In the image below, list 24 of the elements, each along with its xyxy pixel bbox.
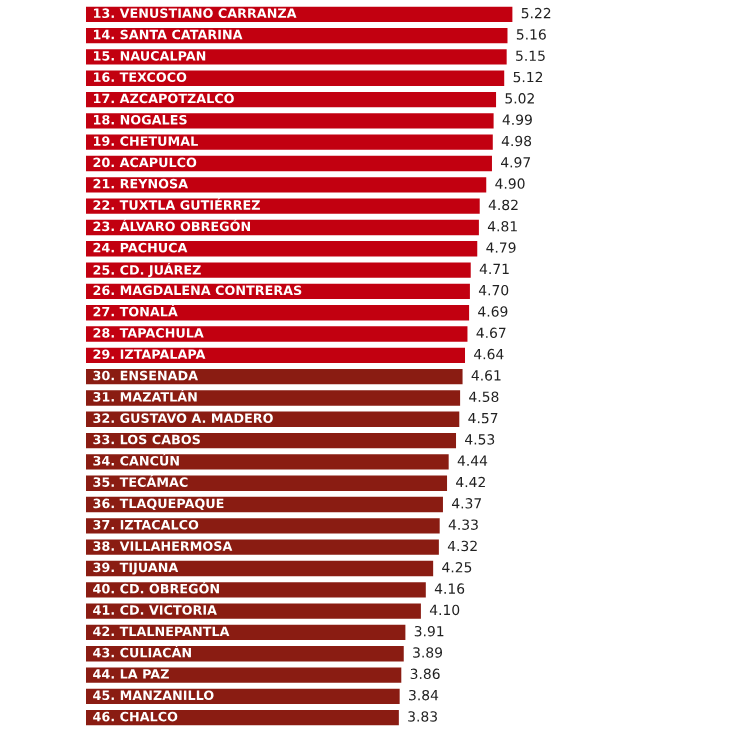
bar <box>86 539 439 555</box>
bar <box>86 70 505 86</box>
bar <box>86 347 466 364</box>
bar <box>86 368 463 385</box>
bar <box>86 518 440 534</box>
bar <box>86 134 493 150</box>
bar <box>86 454 449 470</box>
bar <box>86 646 404 662</box>
bar <box>86 667 402 683</box>
bar <box>86 710 399 726</box>
bar <box>86 326 468 342</box>
bar <box>86 603 421 619</box>
bar <box>86 475 448 491</box>
bar <box>86 262 471 278</box>
bar <box>86 560 434 577</box>
bar <box>86 390 461 406</box>
bar <box>86 305 470 321</box>
bar <box>86 113 494 129</box>
bar <box>86 198 480 214</box>
bar <box>86 432 457 449</box>
bar <box>86 241 478 257</box>
bar <box>86 49 507 65</box>
bar <box>86 177 487 193</box>
bar <box>86 155 492 172</box>
